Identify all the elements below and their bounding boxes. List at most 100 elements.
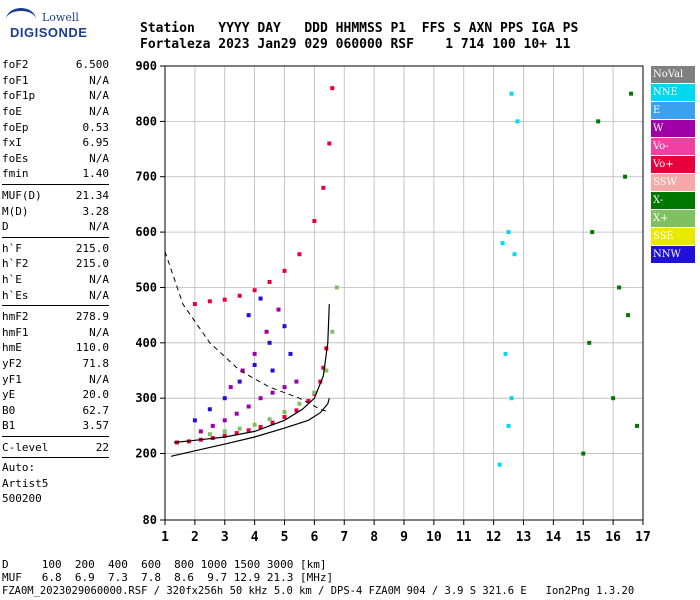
param-row: yF2 71.8: [2, 356, 109, 372]
echo-point: [246, 404, 251, 409]
echo-point: [318, 379, 323, 384]
param-value: N/A: [89, 288, 109, 302]
echo-point: [503, 351, 508, 356]
echo-point: [282, 415, 287, 420]
echo-point: [222, 418, 227, 423]
echo-point: [237, 426, 242, 431]
param-name: hmF1: [2, 325, 29, 339]
echo-point: [506, 423, 511, 428]
echo-point: [515, 119, 520, 124]
param-value: N/A: [89, 151, 109, 165]
param-name: fxI: [2, 136, 22, 150]
param-name: yF1: [2, 372, 22, 386]
param-row: hmF1 N/A: [2, 325, 109, 341]
param-value: 3.57: [82, 419, 110, 433]
echo-point: [321, 365, 326, 370]
param-separator: [2, 435, 109, 437]
echo-point: [222, 429, 227, 434]
echo-point: [330, 329, 335, 334]
param-value: 110.0: [75, 341, 109, 355]
param-value: 3.28: [82, 204, 110, 218]
logo-line2: DIGISONDE: [10, 25, 88, 40]
param-value: N/A: [89, 105, 109, 119]
autoscale-line3: 500200: [2, 492, 42, 506]
x-tick-label: 11: [456, 530, 472, 545]
param-value: N/A: [89, 73, 109, 87]
echo-point: [252, 422, 257, 427]
echo-point: [512, 252, 517, 257]
param-name: D: [2, 220, 9, 234]
parameter-panel: foF2 6.500 foF1 N/A foF1p N/A foE N/A foEp 0.53 fx…: [2, 57, 109, 508]
param-value: N/A: [89, 273, 109, 287]
param-row: M(D) 3.28: [2, 203, 109, 219]
echo-point: [629, 91, 634, 96]
echo-point: [500, 241, 505, 246]
param-value: 1.40: [82, 167, 110, 181]
legend-item: X+: [651, 210, 695, 227]
echo-point: [198, 429, 203, 434]
param-name: fmin: [2, 167, 29, 181]
param-row: h`F 215.0: [2, 241, 109, 257]
param-row: h`E N/A: [2, 272, 109, 288]
param-value: N/A: [89, 372, 109, 386]
param-name: foEs: [2, 151, 29, 165]
param-name: MUF(D): [2, 189, 42, 203]
x-tick-label: 6: [310, 530, 318, 545]
echo-point: [509, 396, 514, 401]
y-tick-label: 80: [143, 513, 157, 527]
param-row: fxI 6.95: [2, 135, 109, 151]
echo-point: [222, 297, 227, 302]
legend-item: SSW: [651, 174, 695, 191]
echo-point: [207, 299, 212, 304]
echo-point: [270, 420, 275, 425]
param-name: yE: [2, 388, 16, 402]
echo-point: [246, 428, 251, 433]
muf-values-row: MUF 6.8 6.9 7.3 7.8 8.6 9.7 12.9 21.3 [M…: [2, 571, 334, 584]
param-row: D N/A: [2, 219, 109, 235]
echo-point: [334, 285, 339, 290]
param-name: C-level: [2, 440, 49, 454]
echo-point: [587, 340, 592, 345]
param-row: fmin 1.40: [2, 166, 109, 182]
logo-line1: Lowell: [42, 11, 79, 24]
param-value: 215.0: [75, 241, 109, 255]
param-row: h`Es N/A: [2, 287, 109, 303]
legend-item: Vo+: [651, 156, 695, 173]
x-tick-label: 17: [635, 530, 651, 545]
param-row: foEs N/A: [2, 151, 109, 167]
muf-distance-row: D 100 200 400 600 800 1000 1500 3000 [km…: [2, 558, 327, 571]
param-row: MUF(D) 21.34: [2, 188, 109, 204]
x-tick-label: 2: [191, 530, 199, 545]
param-row: hmF2 278.9: [2, 309, 109, 325]
echo-point: [327, 141, 332, 146]
param-name: foE: [2, 105, 22, 119]
param-row: foF1 N/A: [2, 73, 109, 89]
param-name: foF2: [2, 58, 29, 72]
echo-point: [282, 324, 287, 329]
param-value: 71.8: [82, 356, 110, 370]
echo-point: [282, 385, 287, 390]
param-name: hmF2: [2, 310, 29, 324]
echo-point: [626, 313, 631, 318]
echo-point: [234, 411, 239, 416]
param-row: foE N/A: [2, 104, 109, 120]
echo-point: [246, 313, 251, 318]
param-value: 6.95: [82, 136, 110, 150]
dashed-curve: [164, 251, 330, 413]
echo-point: [267, 279, 272, 284]
param-value: N/A: [89, 220, 109, 234]
param-separator: [2, 457, 109, 459]
echo-point: [228, 385, 233, 390]
echo-point: [306, 398, 311, 403]
param-value: 6.500: [75, 58, 109, 72]
param-row: foF1p N/A: [2, 88, 109, 104]
echo-point: [581, 451, 586, 456]
x-tick-label: 4: [251, 530, 259, 545]
param-value: N/A: [89, 325, 109, 339]
param-value: N/A: [89, 89, 109, 103]
param-value: 20.0: [82, 388, 110, 402]
legend-item: X-: [651, 192, 695, 209]
x-tick-label: 1: [161, 530, 169, 545]
echo-point: [258, 296, 263, 301]
